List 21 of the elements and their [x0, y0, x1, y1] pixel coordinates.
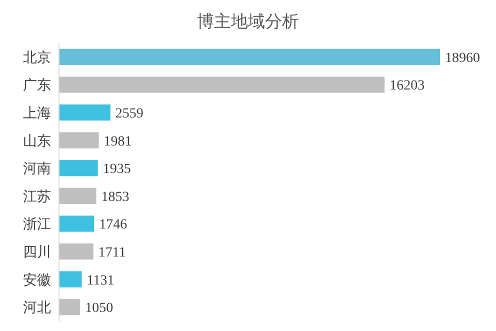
data-label: 16203: [390, 78, 425, 94]
data-label: 2559: [115, 106, 144, 122]
data-label: 1853: [101, 190, 130, 205]
data-label: 1131: [86, 273, 114, 288]
y-tick-label: 北京: [23, 50, 51, 66]
y-tick-label: 山东: [23, 133, 51, 150]
y-tick-label: 江苏: [23, 188, 51, 205]
data-label: 1746: [99, 218, 128, 233]
data-label: 18960: [445, 50, 480, 66]
y-tick-label: 河南: [23, 161, 51, 178]
data-label: 1935: [102, 162, 131, 178]
y-tick-label: 上海: [23, 106, 51, 122]
y-tick-label: 广东: [23, 78, 51, 94]
data-label: 1050: [85, 301, 114, 316]
y-tick-label: 浙江: [23, 216, 51, 233]
y-tick-label: 河北: [23, 300, 51, 316]
data-label: 1711: [98, 246, 126, 260]
chart-title: 博主地域分析: [197, 12, 299, 31]
y-tick-label: 安徽: [23, 272, 51, 288]
data-label: 1981: [104, 134, 132, 150]
y-tick-label: 四川: [23, 244, 51, 260]
